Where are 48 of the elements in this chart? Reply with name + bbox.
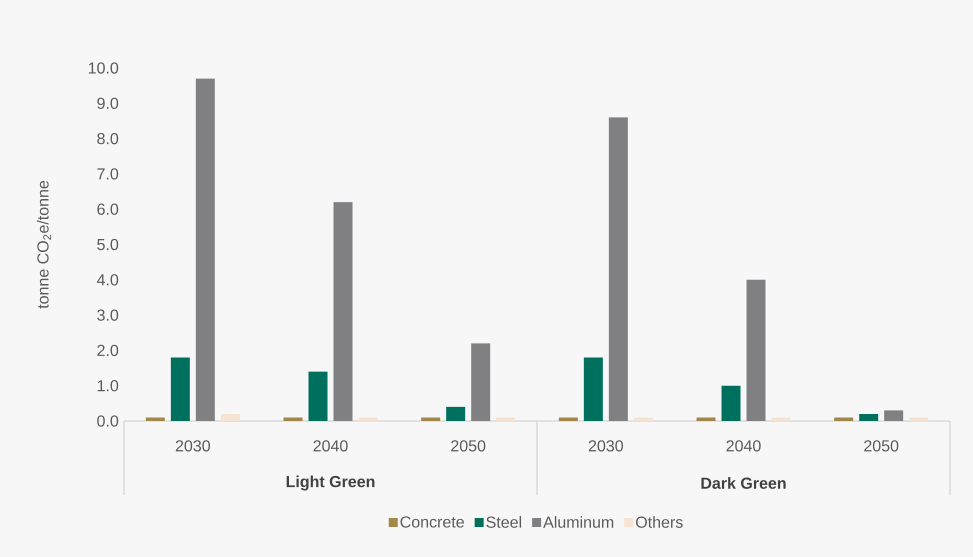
x-tick-label: 2030 <box>176 440 210 452</box>
legend-label: Others <box>636 516 683 528</box>
bar <box>308 372 328 421</box>
y-tick-label: 8.0 <box>97 132 118 144</box>
bar <box>496 417 516 421</box>
bar <box>558 417 578 421</box>
bar <box>196 78 215 421</box>
x-tick-label: 2040 <box>314 440 348 452</box>
bar <box>284 417 303 421</box>
bar <box>170 357 190 421</box>
y-tick-label: 2.0 <box>97 344 118 356</box>
bar <box>471 343 490 421</box>
bar <box>884 410 904 421</box>
bar <box>358 417 378 421</box>
y-tick-label: 7.0 <box>97 168 118 180</box>
y-axis-title: tonne CO$_{2}$e/tonne <box>36 180 52 309</box>
y-tick-label: 5.0 <box>97 238 118 250</box>
bar <box>859 414 878 421</box>
bar <box>909 417 928 421</box>
bar <box>608 117 628 421</box>
x-tick-label: 2050 <box>864 440 898 452</box>
text: Dark Green <box>701 477 786 489</box>
y-tick-label: 6.0 <box>97 204 118 215</box>
x-tick-label: 2040 <box>726 440 761 452</box>
y-tick-label: 4.0 <box>96 274 118 286</box>
text: Light Green <box>286 476 374 490</box>
bar <box>746 280 766 421</box>
y-tick-label: 3.0 <box>97 309 118 321</box>
bar <box>446 406 466 421</box>
bar <box>584 357 603 421</box>
bar <box>772 417 791 421</box>
y-tick-label: 1.0 <box>98 380 118 392</box>
bar <box>220 414 240 421</box>
y-tick-label: 10.0 <box>88 62 118 74</box>
bar <box>696 417 716 421</box>
x-tick-label: 2050 <box>451 440 486 452</box>
legend-label: Concrete <box>400 516 464 528</box>
bar <box>421 417 440 421</box>
bar <box>834 417 854 421</box>
bar <box>634 417 653 421</box>
legend-label: Steel <box>486 516 522 528</box>
bar <box>722 386 741 421</box>
bar <box>146 417 165 421</box>
legend-label: Aluminum <box>543 516 614 528</box>
y-tick-label: 9.0 <box>97 98 118 109</box>
y-tick-label: 0.0 <box>97 415 118 427</box>
x-tick-label: 2030 <box>588 440 623 452</box>
bar <box>334 202 353 421</box>
